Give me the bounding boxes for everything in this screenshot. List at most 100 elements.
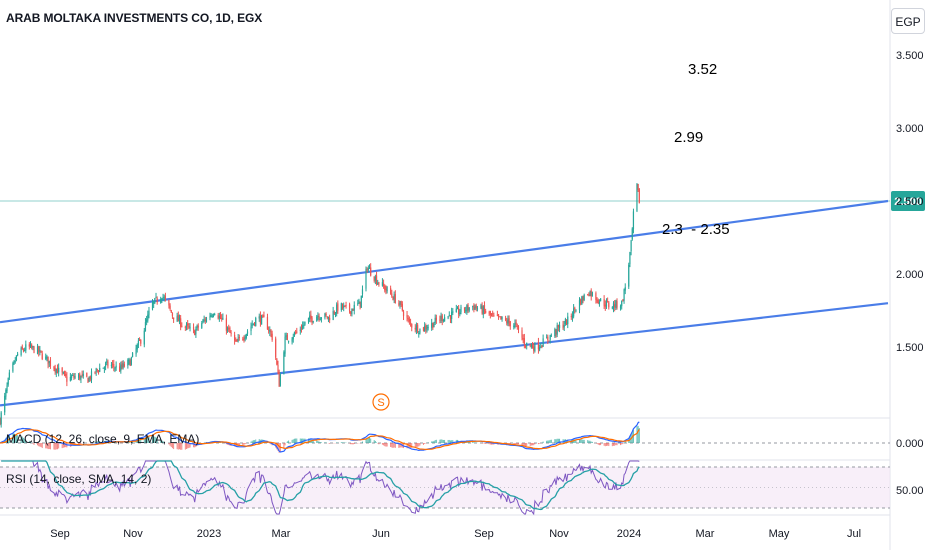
candle-body (268, 329, 270, 331)
channel-lower-line[interactable] (0, 302, 889, 407)
candle-body (204, 319, 206, 322)
candle-body (361, 289, 364, 295)
candle-body (25, 344, 27, 351)
candle-body (481, 305, 483, 314)
candle-body (439, 319, 441, 321)
candle-body (567, 316, 569, 325)
candle-body (164, 295, 167, 299)
candle-body (275, 338, 277, 358)
candle-body (163, 297, 165, 299)
candle-body (591, 292, 593, 296)
candle-body (473, 304, 475, 310)
candle-body (465, 310, 467, 312)
candle-body (329, 317, 331, 321)
split-marker-icon[interactable] (372, 393, 390, 411)
candle-body (271, 333, 273, 340)
candle-body (74, 376, 76, 378)
candle-body (39, 349, 41, 352)
candle-body (82, 373, 84, 377)
candle-body (573, 308, 575, 317)
candle-body (277, 365, 279, 372)
candle-body (427, 327, 429, 329)
time-tick-label: May (769, 528, 790, 540)
candle-body (394, 294, 396, 304)
candle-body (103, 367, 106, 369)
candle-body (542, 338, 544, 347)
candle-body (269, 330, 271, 332)
candle-body (266, 317, 269, 330)
currency-button[interactable]: EGP (891, 8, 925, 34)
candle-body (72, 375, 74, 377)
candle-body (89, 376, 91, 380)
candle-body (571, 315, 574, 318)
candle-body (244, 337, 246, 340)
candle-body (509, 321, 511, 327)
candle-body (144, 322, 147, 332)
candle-body (312, 321, 314, 323)
candle-body (324, 313, 326, 318)
channel-upper-line[interactable] (0, 199, 889, 324)
candle-body (211, 315, 213, 317)
candle-body (391, 293, 393, 297)
candle-body (442, 320, 445, 322)
candle-body (333, 312, 335, 314)
candle-body (69, 376, 71, 381)
candle-body (419, 328, 421, 333)
candle-body (4, 395, 6, 413)
candle-body (434, 317, 436, 323)
time-tick-label: Sep (50, 528, 70, 540)
candle-body (31, 344, 33, 348)
candle-body (276, 358, 278, 365)
chart-title: ARAB MOLTAKA INVESTMENTS CO, 1D, EGX (6, 11, 263, 25)
candle-body (55, 368, 57, 374)
candle-body (605, 301, 608, 307)
candle-body (279, 374, 281, 386)
candle-body (189, 326, 191, 329)
candle-body (77, 374, 80, 378)
candle-body (400, 301, 402, 305)
candle-body (286, 335, 288, 341)
candle-body (214, 314, 216, 316)
candle-body (587, 294, 589, 296)
candle-body (460, 306, 462, 313)
candle-body (399, 301, 401, 305)
candle-body (169, 305, 171, 310)
candle-body (28, 344, 30, 347)
candle-body (113, 364, 115, 368)
last-price-badge (891, 191, 925, 211)
candle-body (112, 363, 114, 365)
candle-body (533, 346, 535, 351)
candle-body (310, 314, 312, 319)
macd-label[interactable]: MACD (12, 26, close, 9, EMA, EMA) (6, 432, 199, 446)
price-target-annotation: 3.52 (688, 61, 717, 78)
candle-body (432, 322, 434, 328)
candle-body (95, 368, 97, 372)
time-tick-label: Nov (123, 528, 143, 540)
candle-body (624, 287, 626, 291)
candle-body (334, 312, 337, 315)
candle-body (562, 324, 564, 329)
candle-body (580, 299, 582, 305)
candle-body (426, 328, 428, 331)
candle-body (32, 346, 34, 348)
candle-body (184, 326, 186, 328)
candle-body (539, 347, 541, 350)
candle-body (541, 346, 543, 348)
candle-body (137, 340, 140, 345)
candle-body (332, 311, 334, 320)
candle-body (41, 353, 43, 360)
candle-body (345, 304, 347, 306)
candle-body (171, 313, 174, 317)
candle-body (619, 305, 622, 309)
candle-body (29, 344, 32, 347)
rsi-label[interactable]: RSI (14, close, SMA, 14, 2) (6, 472, 151, 486)
candle-body (226, 327, 229, 331)
candle-body (296, 331, 298, 333)
candle-body (45, 356, 47, 360)
candle-body (270, 329, 272, 334)
price-target-annotation: 2.99 (674, 129, 703, 146)
candle-body (147, 314, 149, 321)
candle-body (603, 299, 605, 306)
price-target-annotation: 2.3 - 2.35 (662, 221, 730, 238)
